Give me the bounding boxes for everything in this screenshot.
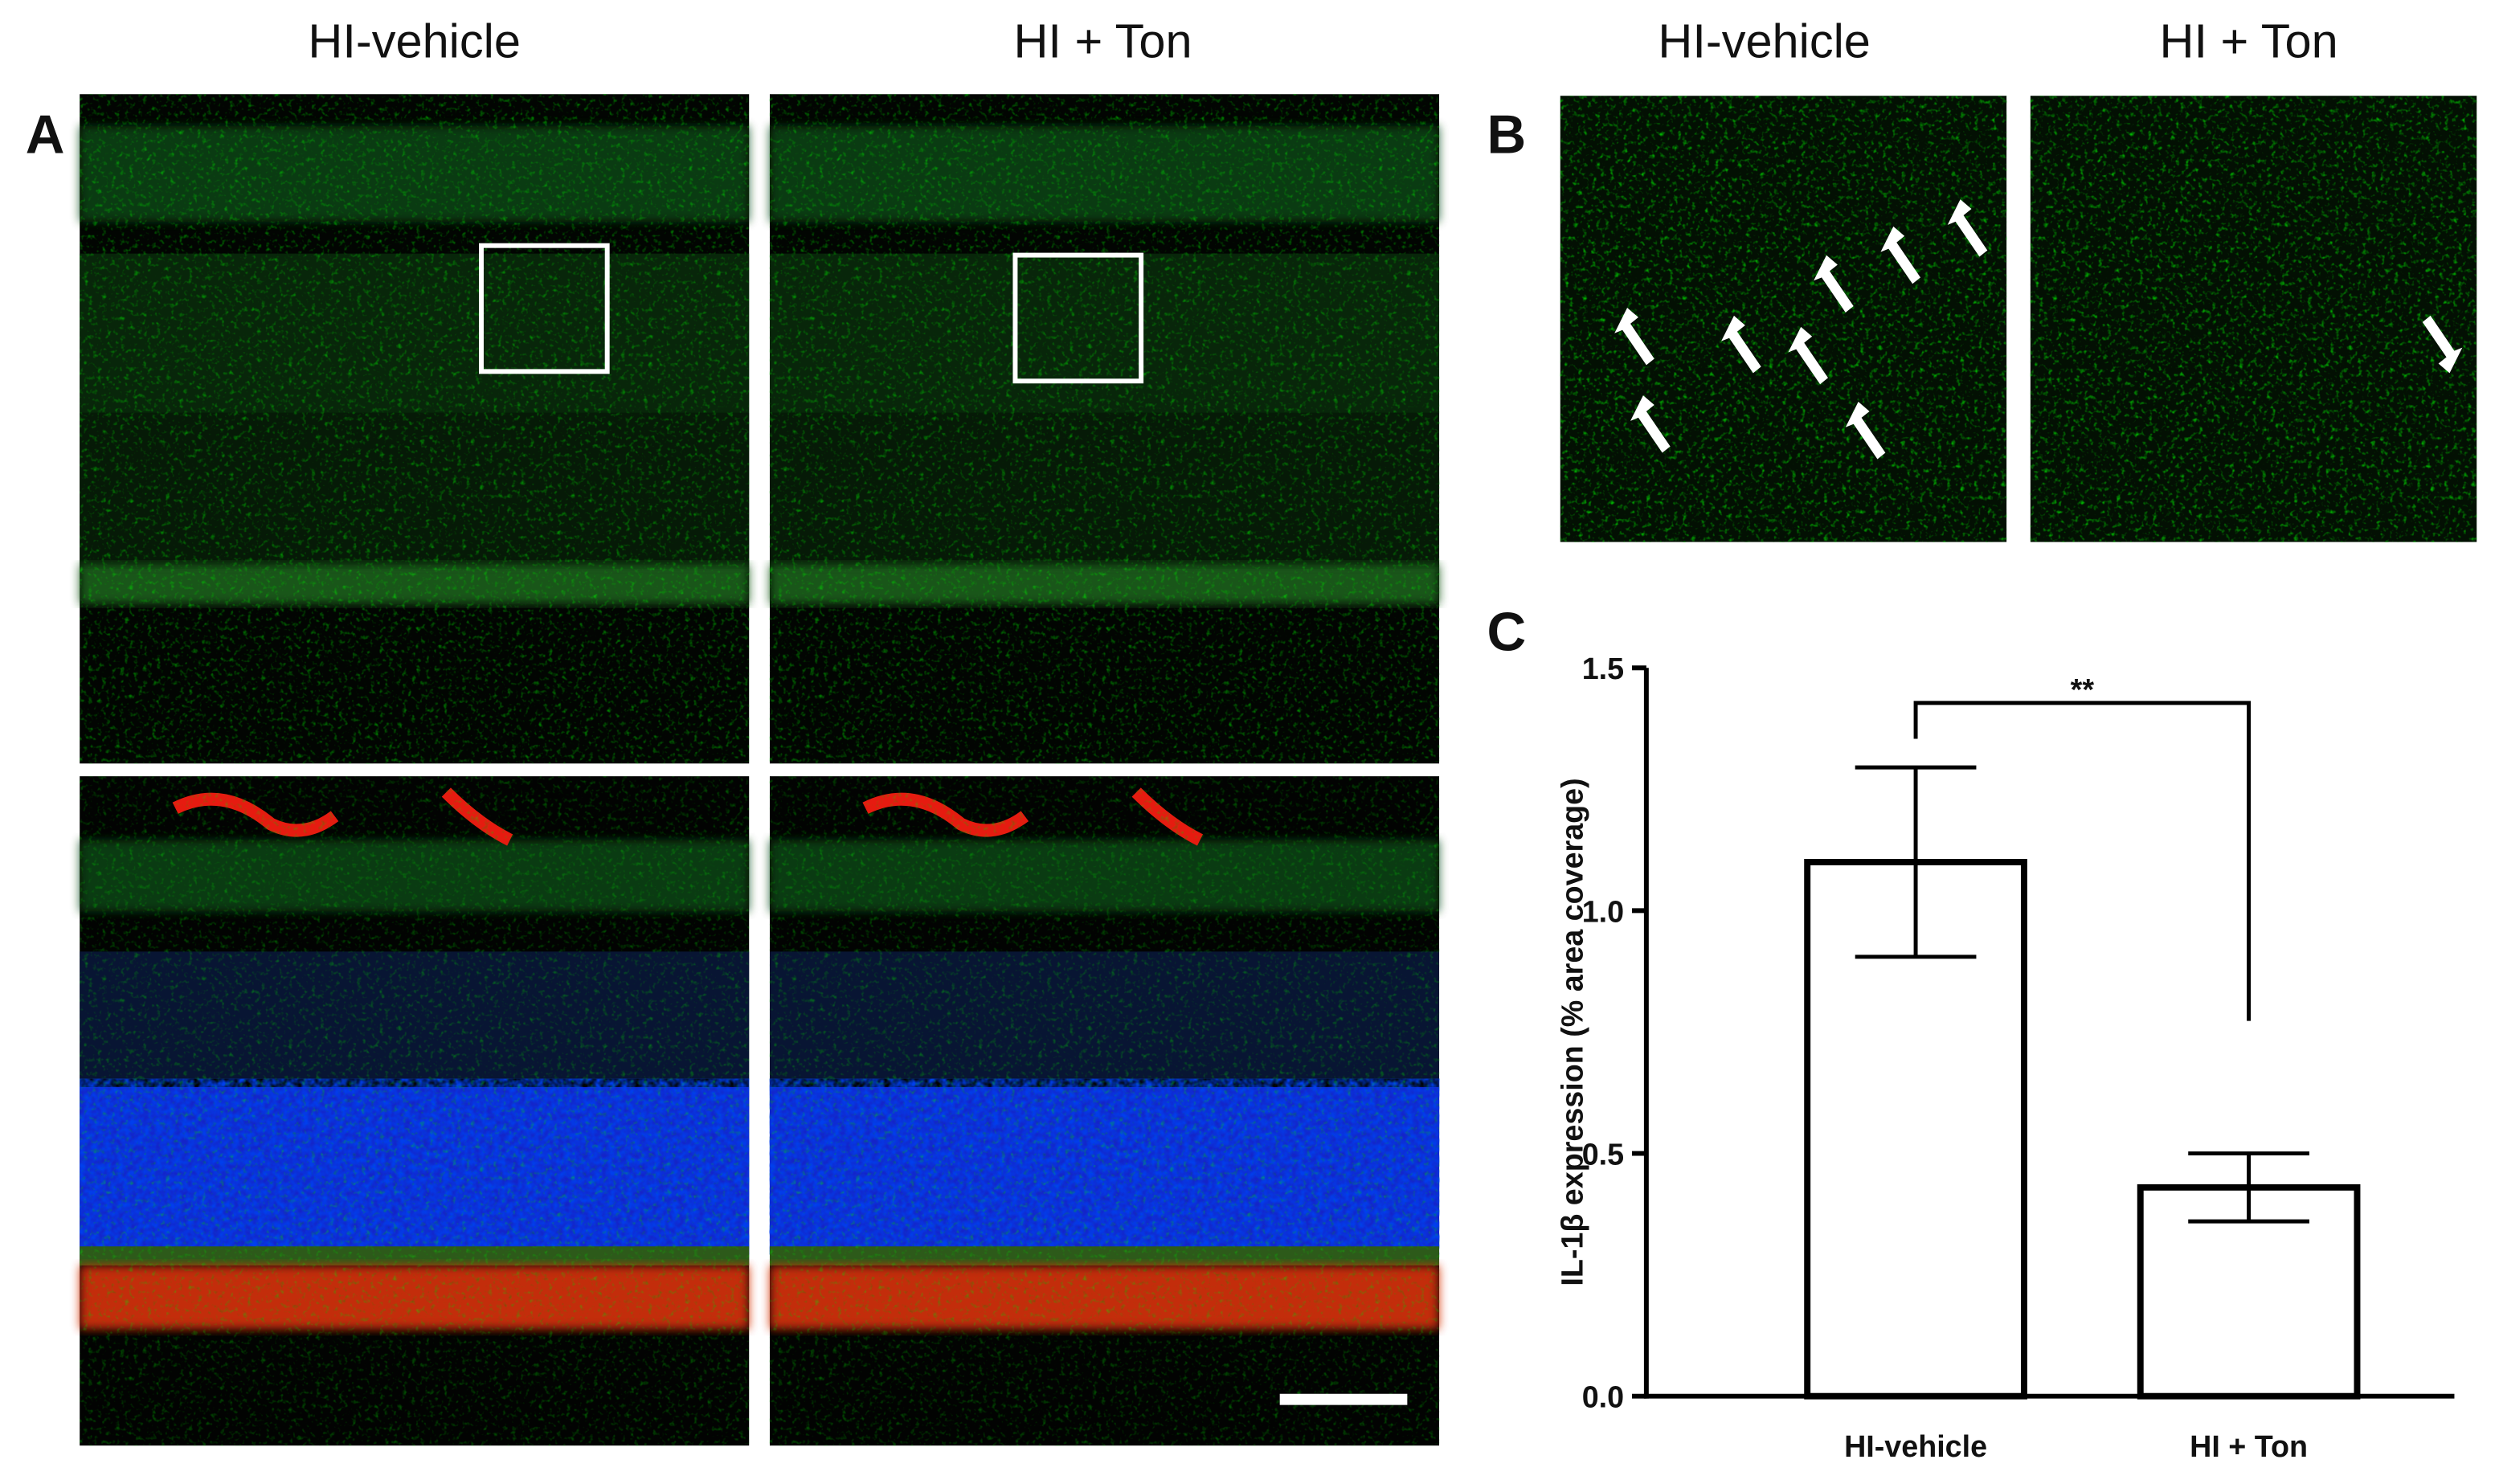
y-tick-label: 1.5: [1582, 652, 1624, 685]
panel-label: A: [26, 105, 65, 166]
error-bar: [1855, 765, 1977, 959]
y-axis-label: IL-1β expression (% area coverage): [1556, 778, 1589, 1286]
panel-label: C: [1487, 602, 1527, 662]
column-title: HI + Ton: [2160, 14, 2338, 68]
column-title: HI + Ton: [1013, 14, 1192, 68]
column-title: HI-vehicle: [308, 14, 521, 68]
micrograph: [80, 94, 1439, 1445]
bar-chart: 0.0 0.5 1.0 1.5 IL-1β expression (% area cov…: [1556, 652, 2455, 1463]
y-tick-label: 0.0: [1582, 1380, 1624, 1414]
y-tick-label: 0.5: [1582, 1137, 1624, 1171]
significance-bracket: [1913, 701, 2252, 1021]
y-tick-label: 1.0: [1582, 894, 1624, 928]
micrograph-zoom: [1560, 96, 2477, 542]
significance-annotation: **: [2071, 673, 2095, 706]
error-bar: [2188, 1151, 2309, 1224]
column-title: HI-vehicle: [1658, 14, 1871, 68]
x-tick-label: HI + Ton: [2190, 1429, 2308, 1463]
panel-label: B: [1487, 105, 1527, 166]
x-tick-label: HI-vehicle: [1844, 1429, 1987, 1463]
